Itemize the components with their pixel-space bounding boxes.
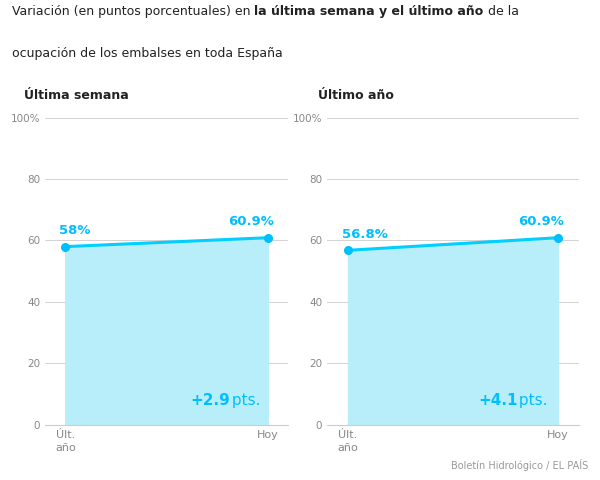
- Text: 60.9%: 60.9%: [518, 216, 564, 228]
- Text: de la: de la: [484, 5, 519, 18]
- Text: la última semana y el último año: la última semana y el último año: [254, 5, 484, 18]
- Text: Variación (en puntos porcentuales) en: Variación (en puntos porcentuales) en: [12, 5, 254, 18]
- Text: 60.9%: 60.9%: [228, 216, 274, 228]
- Text: Última semana: Última semana: [24, 89, 129, 102]
- Text: Boletín Hidrológico / EL PAÍS: Boletín Hidrológico / EL PAÍS: [451, 459, 588, 471]
- Text: +4.1: +4.1: [478, 393, 518, 408]
- Text: +2.9: +2.9: [191, 393, 230, 408]
- Text: pts.: pts.: [227, 393, 261, 408]
- Text: Último año: Último año: [318, 89, 394, 102]
- Text: ocupación de los embalses en toda España: ocupación de los embalses en toda España: [12, 47, 283, 60]
- Text: 56.8%: 56.8%: [342, 228, 388, 241]
- Text: 58%: 58%: [59, 225, 91, 238]
- Text: pts.: pts.: [514, 393, 548, 408]
